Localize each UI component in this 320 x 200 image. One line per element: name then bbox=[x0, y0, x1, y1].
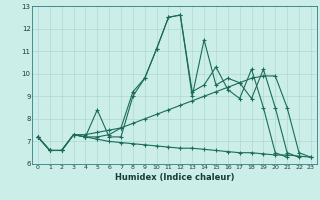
X-axis label: Humidex (Indice chaleur): Humidex (Indice chaleur) bbox=[115, 173, 234, 182]
